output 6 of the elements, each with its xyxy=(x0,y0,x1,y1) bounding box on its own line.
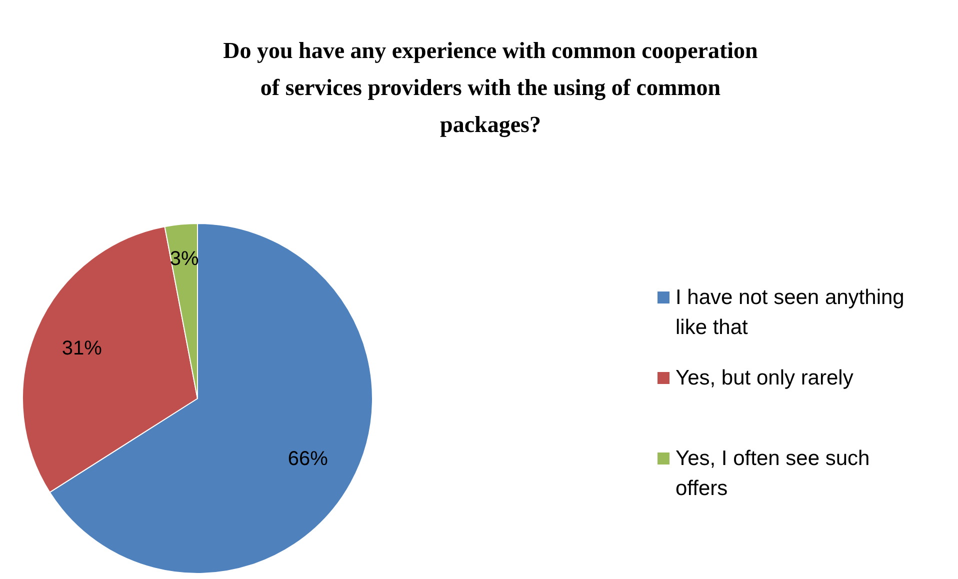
legend-label: I have not seen anything like that xyxy=(676,286,904,339)
legend-label: Yes, I often see such offers xyxy=(676,447,870,500)
data-label: 66% xyxy=(288,448,328,470)
legend-label: Yes, but only rarely xyxy=(676,366,854,390)
data-label: 31% xyxy=(62,337,102,360)
chart-title: Do you have any experience with common cooperation of services providers with the using of common packages? xyxy=(223,38,758,138)
